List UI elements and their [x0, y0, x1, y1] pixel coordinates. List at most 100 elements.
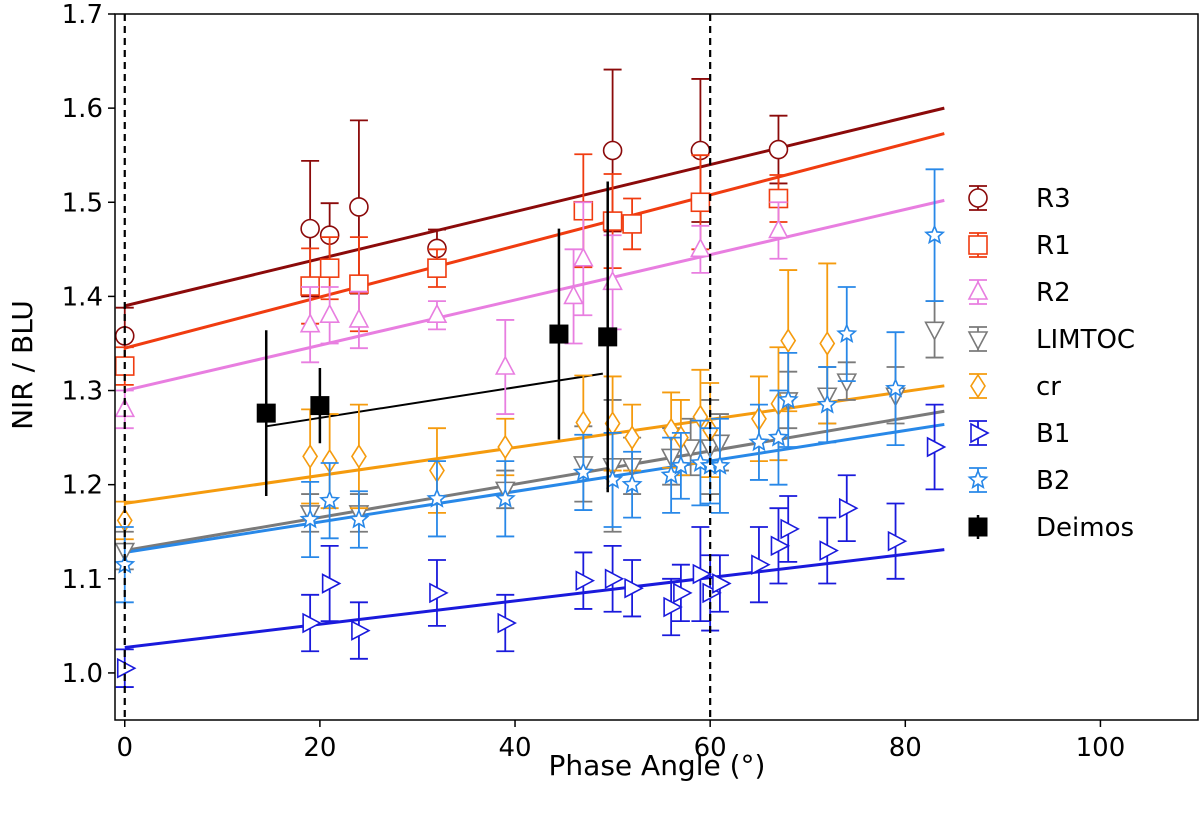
point-b1-18 [838, 497, 859, 519]
plot-frame [114, 13, 1199, 721]
point-b2-1 [299, 508, 321, 529]
point-r2-10 [768, 218, 789, 239]
point-r1-7 [622, 214, 642, 234]
point-cr-16 [819, 330, 836, 356]
legend-label-r2: R2 [1036, 278, 1071, 308]
legend-item-r3: R3 [968, 184, 1071, 214]
point-b2-8 [621, 473, 643, 494]
axes: 0 20 40 60 80 100 1.0 1.1 1.2 1.3 1.4 1.5 1.6 1.7 [62, 0, 1199, 763]
legend-label-r1: R1 [1036, 231, 1071, 261]
point-b1-6 [575, 570, 596, 592]
point-b1-4 [429, 582, 449, 604]
point-b1-14 [751, 554, 771, 576]
legend-marker-b2 [967, 468, 989, 489]
legend-item-b1: B1 [969, 419, 1070, 449]
series-r1 [114, 153, 789, 386]
legend: R3 R1 R2 LIMTOC cr B1 B2 Deimos [967, 184, 1135, 543]
series-r2 [114, 201, 789, 430]
point-b2-4 [426, 487, 448, 508]
point-r2-3 [348, 308, 370, 328]
point-cr-5 [497, 434, 514, 460]
point-deimos-1 [310, 396, 330, 416]
legend-marker-r2 [967, 280, 989, 300]
y-tick-label-1: 1.1 [62, 565, 103, 595]
point-b2-16 [777, 388, 799, 409]
point-b1-19 [887, 530, 908, 552]
point-b1-16 [780, 518, 800, 540]
fit-line-cr [124, 384, 945, 505]
point-b1-2 [321, 573, 342, 594]
x-tick-label-2: 40 [498, 733, 531, 763]
point-deimos-2 [549, 324, 569, 344]
point-r2-2 [319, 303, 340, 324]
point-b1-15 [770, 535, 791, 557]
point-r1-8 [690, 192, 711, 213]
legend-marker-r1 [968, 235, 988, 255]
legend-label-b1: B1 [1036, 419, 1070, 449]
legend-marker-cr [970, 373, 986, 399]
point-deimos-3 [598, 327, 618, 347]
legend-item-b2: B2 [967, 466, 1070, 496]
legend-label-b2: B2 [1036, 466, 1070, 496]
point-b2-6 [572, 461, 594, 482]
x-tick-label-1: 20 [303, 733, 336, 763]
point-b1-8 [624, 577, 644, 599]
legend-label-cr: cr [1036, 372, 1061, 402]
fit-line-r1 [124, 132, 945, 350]
x-tick-label-0: 0 [116, 733, 133, 763]
point-b2-18 [836, 322, 858, 344]
legend-item-deimos: Deimos [968, 513, 1134, 543]
point-b2-19 [884, 377, 907, 398]
point-b1-12 [702, 582, 722, 604]
point-b2-17 [816, 393, 838, 414]
legend-item-cr: cr [969, 372, 1061, 402]
y-axis-title: NIR / BLU [6, 300, 39, 430]
point-cr-8 [624, 425, 641, 451]
point-r2-6 [563, 284, 584, 305]
fit-line-r2 [124, 198, 945, 392]
point-b2-15 [767, 426, 790, 447]
point-r2-4 [426, 303, 448, 324]
point-b1-20 [926, 436, 947, 458]
point-b2-13 [709, 454, 731, 475]
point-cr-6 [575, 410, 592, 436]
x-tick-label-3: 60 [694, 733, 727, 763]
point-r3-1 [300, 218, 320, 239]
point-b2-10 [670, 454, 692, 475]
point-b1-7 [604, 568, 625, 590]
point-r2-9 [690, 237, 711, 258]
point-b1-17 [819, 540, 839, 561]
point-b2-2 [319, 489, 341, 510]
point-b2-14 [748, 431, 770, 452]
legend-marker-r3 [968, 188, 988, 208]
legend-marker-limtoc [967, 331, 989, 351]
fit-line-limtoc [124, 409, 945, 553]
y-tick-label-7: 1.7 [62, 0, 103, 30]
point-cr-15 [780, 328, 797, 354]
legend-item-limtoc: LIMTOC [967, 325, 1135, 355]
point-b1-10 [673, 582, 693, 604]
y-tick-label-4: 1.4 [62, 282, 103, 312]
point-r1-2 [319, 258, 340, 278]
point-r1-6 [602, 211, 623, 231]
point-b1-11 [692, 563, 713, 585]
legend-marker-deimos [968, 517, 988, 537]
y-tick-label-0: 1.0 [62, 659, 103, 689]
y-tick-label-3: 1.3 [62, 377, 103, 407]
point-cr-3 [350, 443, 367, 469]
point-r3-3 [349, 197, 369, 217]
point-b2-20 [924, 224, 946, 245]
point-r3-5 [602, 140, 623, 161]
point-cr-1 [302, 443, 319, 469]
point-r2-1 [299, 312, 321, 333]
point-b1-0 [116, 657, 137, 679]
x-axis-title: Phase Angle (°) [549, 749, 766, 782]
series-deimos [256, 181, 618, 496]
fit-line-b1 [124, 548, 945, 650]
legend-label-deimos: Deimos [1036, 513, 1134, 543]
x-tick-label-4: 80 [889, 733, 922, 763]
point-r2-7 [572, 247, 594, 267]
fit-line-b2 [124, 422, 945, 554]
